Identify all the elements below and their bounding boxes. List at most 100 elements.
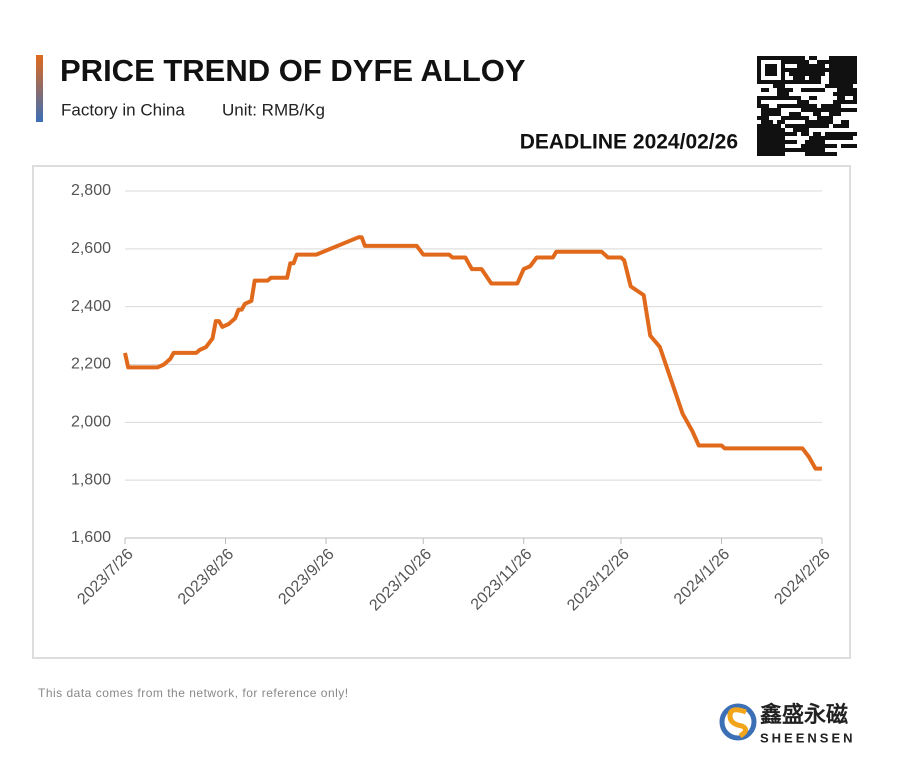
qr-cell <box>785 104 789 108</box>
qr-cell <box>801 80 805 84</box>
x-tick-label: 2023/9/26 <box>275 546 337 608</box>
qr-cell <box>809 104 813 108</box>
qr-cell <box>789 140 793 144</box>
qr-cell <box>769 96 773 100</box>
qr-cell <box>833 92 837 96</box>
qr-cell <box>805 64 809 68</box>
qr-cell <box>797 76 801 80</box>
qr-cell <box>845 88 849 92</box>
qr-cell <box>765 124 769 128</box>
qr-cell <box>761 148 765 152</box>
qr-cell <box>801 60 805 64</box>
qr-cell <box>757 60 761 64</box>
qr-cell <box>845 72 849 76</box>
qr-cell <box>821 116 825 120</box>
qr-cell <box>761 116 765 120</box>
qr-cell <box>837 136 841 140</box>
qr-cell <box>793 68 797 72</box>
qr-cell <box>765 144 769 148</box>
qr-cell <box>773 68 777 72</box>
qr-cell <box>777 84 781 88</box>
qr-cell <box>841 72 845 76</box>
qr-cell <box>793 60 797 64</box>
qr-cell <box>773 132 777 136</box>
y-tick-label: 2,800 <box>71 182 111 199</box>
qr-cell <box>821 104 825 108</box>
qr-cell <box>801 144 805 148</box>
qr-cell <box>821 88 825 92</box>
qr-cell <box>845 80 849 84</box>
y-tick-label: 1,800 <box>71 471 111 488</box>
brand: 鑫盛永磁 <box>760 702 848 727</box>
qr-cell <box>777 96 781 100</box>
qr-cell <box>805 68 809 72</box>
qr-cell <box>821 148 825 152</box>
qr-cell <box>805 152 809 156</box>
x-tick-label: 2023/12/26 <box>564 546 633 615</box>
qr-cell <box>853 96 857 100</box>
qr-cell <box>781 144 785 148</box>
qr-cell <box>829 120 833 124</box>
qr-cell <box>833 76 837 80</box>
qr-cell <box>773 152 777 156</box>
qr-cell <box>853 88 857 92</box>
qr-cell <box>781 56 785 60</box>
qr-cell <box>793 104 797 108</box>
qr-cell <box>821 152 825 156</box>
qr-cell <box>829 76 833 80</box>
qr-cell <box>761 108 765 112</box>
qr-cell <box>849 100 853 104</box>
qr-cell <box>853 72 857 76</box>
qr-cell <box>801 64 805 68</box>
qr-cell <box>757 104 761 108</box>
qr-cell <box>777 80 781 84</box>
qr-cell <box>825 68 829 72</box>
qr-cell <box>757 124 761 128</box>
qr-cell <box>821 140 825 144</box>
qr-cell <box>845 120 849 124</box>
qr-cell <box>837 92 841 96</box>
qr-cell <box>829 104 833 108</box>
qr-cell <box>849 144 853 148</box>
qr-cell <box>793 132 797 136</box>
qr-cell <box>853 80 857 84</box>
qr-cell <box>757 148 761 152</box>
qr-cell <box>845 64 849 68</box>
qr-cell <box>757 64 761 68</box>
qr-cell <box>833 72 837 76</box>
qr-cell <box>833 104 837 108</box>
x-tick-label: 2023/10/26 <box>366 546 435 615</box>
qr-cell <box>821 60 825 64</box>
qr-cell <box>841 136 845 140</box>
qr-cell <box>841 84 845 88</box>
qr-cell <box>845 136 849 140</box>
qr-cell <box>805 80 809 84</box>
qr-cell <box>817 132 821 136</box>
qr-cell <box>849 56 853 60</box>
qr-cell <box>809 140 813 144</box>
qr-cell <box>813 148 817 152</box>
qr-cell <box>781 76 785 80</box>
qr-cell <box>817 136 821 140</box>
accent-bar <box>36 55 43 122</box>
qr-cell <box>773 80 777 84</box>
qr-cell <box>809 56 813 60</box>
price-line <box>123 235 822 471</box>
qr-cell <box>813 64 817 68</box>
qr-cell <box>765 140 769 144</box>
qr-cell <box>805 132 809 136</box>
qr-cell <box>761 96 765 100</box>
qr-cell <box>789 88 793 92</box>
qr-cell <box>837 64 841 68</box>
qr-cell <box>773 124 777 128</box>
qr-cell <box>821 144 825 148</box>
qr-cell <box>813 76 817 80</box>
qr-cell <box>801 72 805 76</box>
qr-cell <box>837 60 841 64</box>
qr-cell <box>797 60 801 64</box>
qr-cell <box>777 56 781 60</box>
qr-cell <box>781 120 785 124</box>
x-tick-label: 2023/7/26 <box>74 546 136 608</box>
qr-cell <box>841 56 845 60</box>
qr-cell <box>841 120 845 124</box>
